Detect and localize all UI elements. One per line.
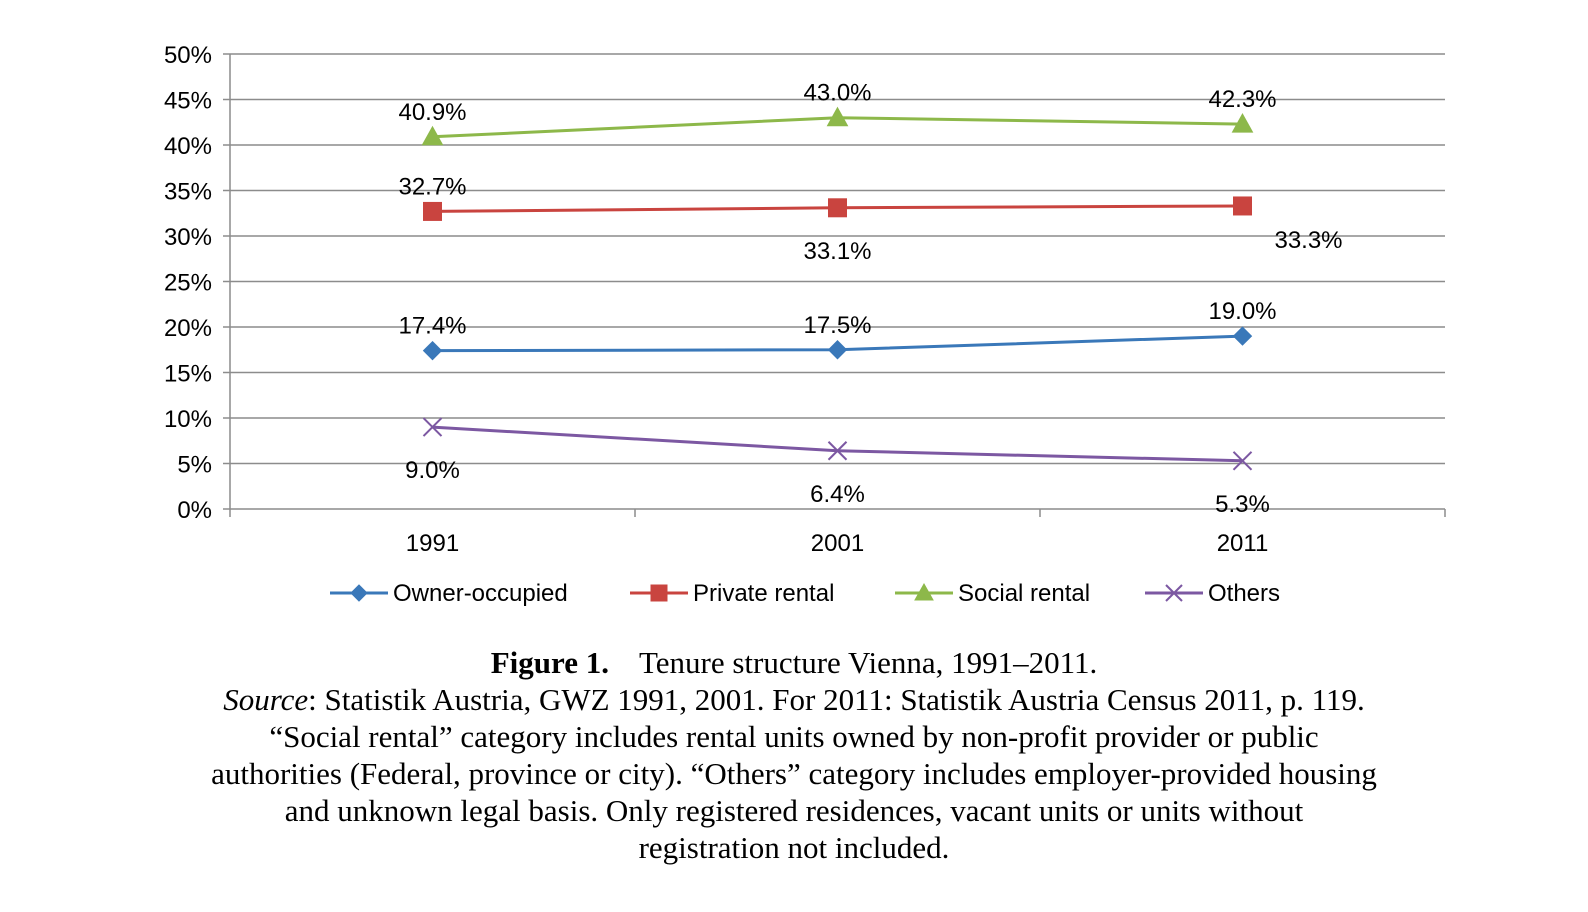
x-marker-stroke <box>827 441 848 461</box>
data-labels: 17.4% 17.5% 19.0% 32.7% 33.1% 33.3% 40.9% 43.0%… <box>398 80 1342 518</box>
data-label: 5.3% <box>1215 491 1270 518</box>
caption-source-line: Source: Statistik Austria, GWZ 1991, 200… <box>0 681 1588 718</box>
y-tick-label: 40% <box>164 133 212 160</box>
data-label: 42.3% <box>1208 86 1276 113</box>
diamond-marker <box>350 584 368 602</box>
y-tick-label: 35% <box>164 179 212 206</box>
y-tick-label: 30% <box>164 224 212 251</box>
triangle-marker <box>826 106 849 127</box>
y-tick-label: 0% <box>177 497 212 524</box>
series-line <box>432 425 1243 463</box>
data-label: 32.7% <box>398 173 466 200</box>
legend: Owner-occupied Private rental Social renta… <box>330 580 1280 607</box>
figure-caption: Figure 1. Tenure structure Vienna, 1991–2… <box>0 644 1588 866</box>
square-marker <box>828 198 847 218</box>
x-tick-label: 2001 <box>811 530 864 557</box>
y-tick-label: 5% <box>177 452 212 479</box>
x-marker-stroke <box>1165 584 1183 602</box>
data-label: 33.3% <box>1274 227 1342 254</box>
triangle-marker <box>421 125 444 146</box>
legend-label: Social rental <box>958 580 1090 607</box>
x-marker <box>827 441 848 461</box>
legend-label: Others <box>1208 580 1280 607</box>
data-label: 40.9% <box>398 99 466 126</box>
data-label: 33.1% <box>803 238 871 265</box>
x-tick-label: 2011 <box>1217 530 1269 557</box>
caption-title-line: Figure 1. Tenure structure Vienna, 1991–2… <box>0 644 1588 681</box>
square-marker <box>423 201 442 221</box>
x-marker <box>1232 451 1253 471</box>
square-marker <box>1233 196 1252 216</box>
gridlines <box>230 53 1445 465</box>
diamond-marker <box>1232 326 1253 346</box>
data-label: 43.0% <box>803 80 871 107</box>
x-marker <box>422 417 443 437</box>
caption-note-line-1: “Social rental” category includes rental… <box>269 719 1319 754</box>
figure-label: Figure 1. <box>490 645 609 680</box>
data-label: 17.4% <box>398 313 466 340</box>
x-marker <box>1165 584 1183 602</box>
data-label: 17.5% <box>803 312 871 339</box>
legend-item: Private rental <box>630 580 834 607</box>
data-label: 6.4% <box>810 481 865 508</box>
y-tick-label: 50% <box>164 42 212 69</box>
legend-label: Private rental <box>693 580 834 607</box>
figure-title: Tenure structure Vienna, 1991–2011. <box>638 645 1098 680</box>
legend-item: Social rental <box>895 580 1090 607</box>
x-axis-ticks: 1991 2001 2011 <box>229 509 1446 557</box>
caption-note-line-2: authorities (Federal, province or city).… <box>211 756 1377 791</box>
data-label: 9.0% <box>405 457 460 484</box>
source-label: Source <box>223 682 309 717</box>
x-marker-stroke <box>422 417 443 437</box>
x-marker-stroke <box>1232 451 1253 471</box>
y-tick-label: 25% <box>164 270 212 297</box>
y-axis-ticks: 0% 5% 10% 15% 20% 25% 30% 35% 40% 45% 50% <box>164 42 230 524</box>
legend-item: Owner-occupied <box>330 580 568 607</box>
square-marker <box>650 584 668 602</box>
series-markers <box>421 106 1254 471</box>
series-lines <box>432 116 1243 463</box>
y-tick-label: 45% <box>164 88 212 115</box>
x-tick-label: 1991 <box>406 530 459 557</box>
source-text: : Statistik Austria, GWZ 1991, 2001. For… <box>308 682 1365 717</box>
triangle-marker <box>914 582 934 601</box>
triangle-marker <box>1231 113 1254 133</box>
caption-note-line-3: and unknown legal basis. Only registered… <box>284 793 1304 828</box>
y-tick-label: 15% <box>164 361 212 388</box>
caption-note-line-4: registration not included. <box>638 830 950 865</box>
legend-item: Others <box>1145 580 1280 607</box>
y-tick-label: 20% <box>164 315 212 342</box>
y-tick-label: 10% <box>164 406 212 433</box>
data-label: 19.0% <box>1208 298 1276 325</box>
diamond-marker <box>827 340 848 360</box>
legend-label: Owner-occupied <box>393 580 568 607</box>
diamond-marker <box>422 340 443 361</box>
line-chart: 0% 5% 10% 15% 20% 25% 30% 35% 40% 45% 50% 1991 2001… <box>164 42 1446 607</box>
